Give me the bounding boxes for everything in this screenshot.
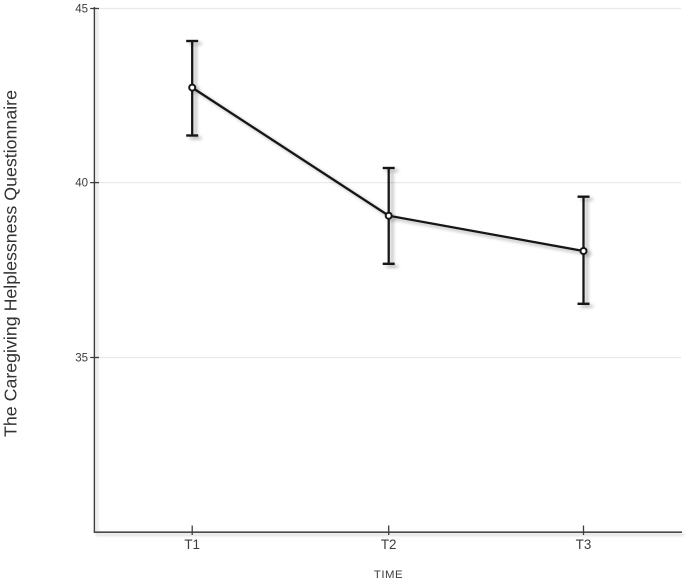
svg-text:TIME: TIME xyxy=(374,569,403,581)
svg-text:35: 35 xyxy=(75,353,88,365)
svg-text:T1: T1 xyxy=(184,537,200,552)
svg-text:The Caregiving Helplessness Qu: The Caregiving Helplessness Questionnair… xyxy=(1,90,21,437)
svg-text:45: 45 xyxy=(75,4,88,16)
svg-text:40: 40 xyxy=(75,178,88,190)
svg-text:T2: T2 xyxy=(381,537,397,552)
svg-text:T3: T3 xyxy=(576,537,592,552)
